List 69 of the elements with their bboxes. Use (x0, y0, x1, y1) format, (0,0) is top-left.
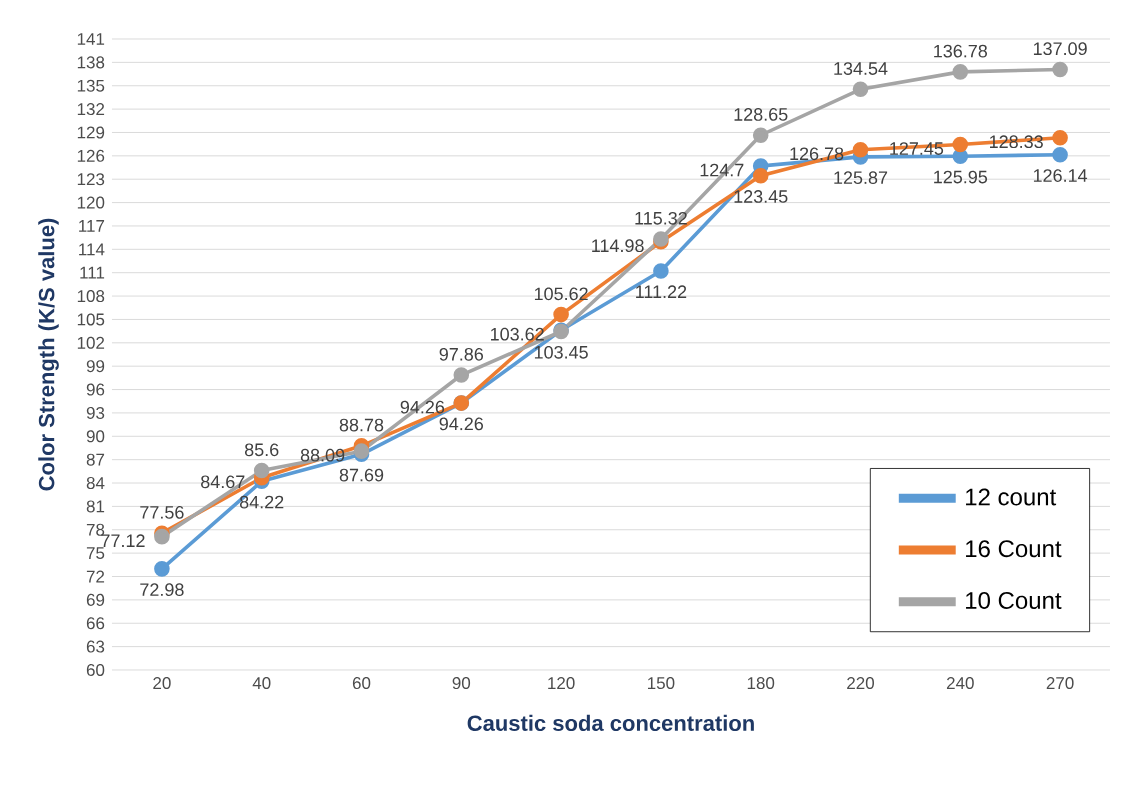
data-label: 124.7 (700, 163, 744, 177)
data-label: 128.65 (734, 108, 788, 121)
x-tick-label: 20 (153, 677, 171, 690)
x-tick-label: 270 (1046, 677, 1074, 690)
y-tick-label: 141 (77, 33, 105, 45)
data-label: 103.45 (534, 345, 588, 359)
data-label: 136.78 (934, 44, 988, 58)
x-tick-label: 150 (648, 677, 675, 690)
data-label: 123.45 (734, 190, 788, 203)
y-tick-label: 129 (77, 126, 105, 139)
data-label: 134.54 (834, 62, 888, 75)
legend-label: 10 Count (966, 591, 1062, 609)
y-tick-label: 99 (86, 360, 105, 373)
data-label: 114.98 (592, 239, 644, 253)
data-label: 125.87 (834, 171, 888, 185)
y-tick-label: 66 (86, 617, 105, 630)
y-tick-label: 123 (77, 173, 105, 186)
x-tick-label: 180 (747, 677, 775, 690)
y-tick-label: 105 (77, 313, 105, 326)
y-tick-label: 78 (86, 523, 105, 536)
legend-label: 12 count (966, 488, 1057, 506)
y-tick-label: 114 (79, 243, 105, 256)
legend-label: 16 Count (966, 540, 1062, 558)
y-tick-label: 96 (86, 383, 105, 396)
data-label: 111.22 (636, 285, 687, 298)
data-label: 115.32 (635, 211, 687, 225)
data-label: 105.62 (534, 287, 588, 301)
y-tick-label: 126 (77, 149, 105, 162)
data-label: 87.69 (339, 468, 384, 482)
data-label: 84.22 (239, 495, 284, 509)
y-axis-title: Color Strength (K/S value) (38, 218, 59, 491)
x-tick-label: 40 (252, 677, 271, 690)
y-tick-label: 117 (79, 220, 105, 232)
y-tick-label: 63 (86, 640, 105, 653)
data-label: 97.86 (439, 347, 484, 361)
x-tick-label: 90 (452, 677, 471, 690)
x-axis-title: Caustic soda concentration (467, 714, 754, 731)
y-tick-label: 135 (77, 79, 105, 92)
data-label: 77.12 (101, 534, 145, 547)
y-tick-label: 93 (86, 406, 105, 419)
y-tick-label: 81 (86, 500, 105, 513)
y-tick-label: 90 (86, 430, 105, 443)
y-tick-label: 111 (80, 266, 105, 279)
y-tick-label: 75 (86, 547, 105, 560)
data-label: 126.14 (1033, 169, 1088, 182)
x-tick-label: 120 (548, 677, 575, 690)
data-label: 77.56 (140, 506, 184, 519)
y-tick-label: 87 (86, 453, 105, 466)
y-tick-label: 69 (86, 593, 105, 606)
data-label: 125.95 (934, 170, 988, 184)
y-tick-label: 138 (77, 56, 105, 69)
y-tick-label: 102 (77, 336, 105, 349)
data-label: 94.26 (400, 400, 445, 414)
x-tick-label: 60 (352, 677, 371, 690)
data-label: 88.78 (339, 418, 384, 432)
data-label: 72.98 (140, 583, 184, 597)
data-label: 94.26 (439, 417, 484, 431)
y-tick-label: 132 (77, 103, 105, 116)
data-label: 126.78 (790, 147, 844, 161)
x-tick-label: 240 (946, 677, 974, 690)
data-label: 84.67 (201, 475, 245, 489)
y-tick-label: 60 (86, 663, 105, 676)
y-tick-label: 84 (86, 477, 105, 490)
y-tick-label: 108 (77, 290, 105, 303)
x-tick-label: 220 (847, 677, 874, 690)
y-tick-label: 120 (77, 196, 105, 209)
data-label: 85.6 (244, 443, 279, 457)
data-label: 137.09 (1033, 42, 1087, 56)
y-tick-label: 72 (86, 570, 105, 583)
